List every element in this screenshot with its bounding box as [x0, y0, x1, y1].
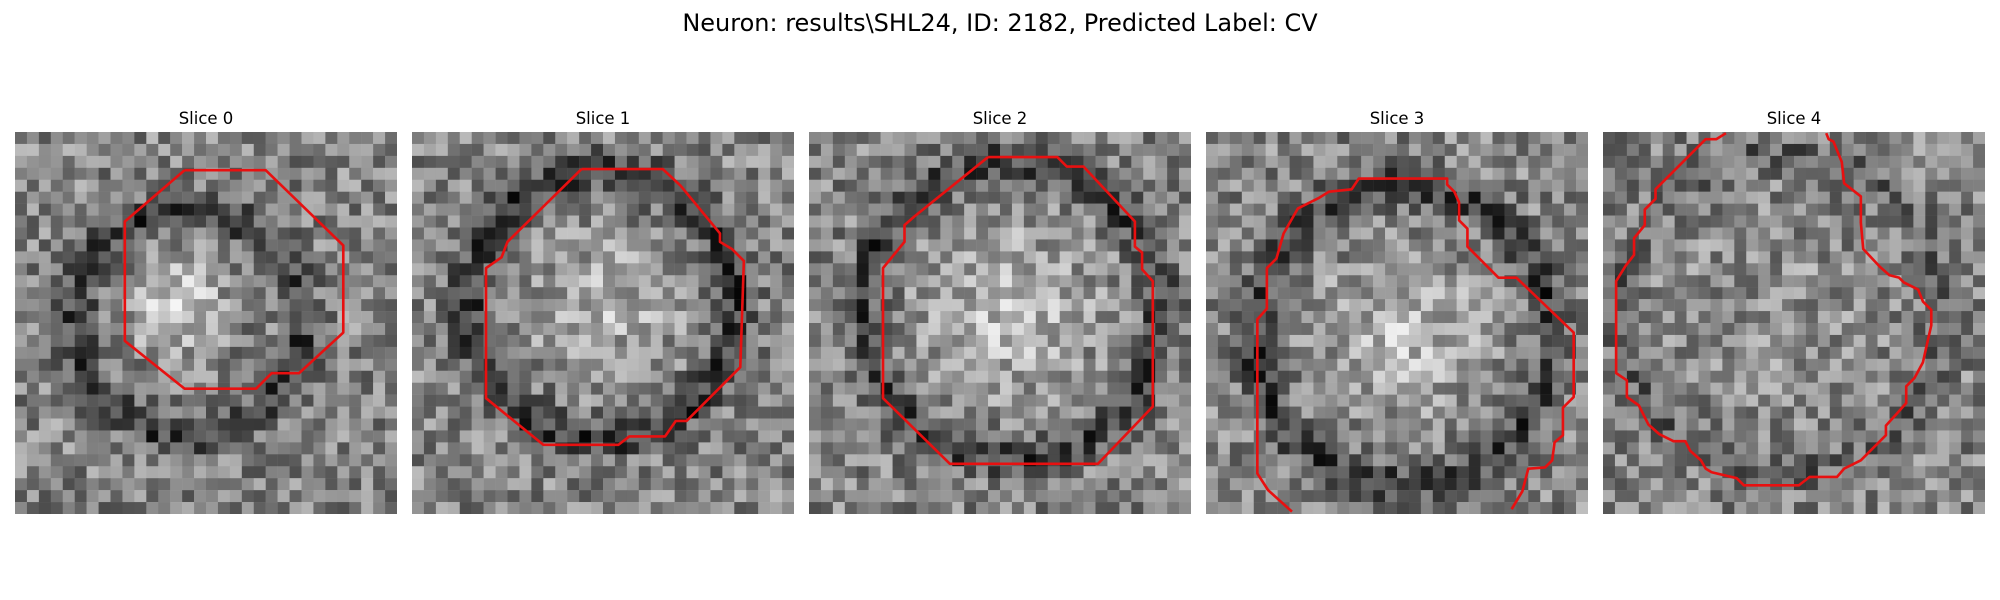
- slice-image: [15, 132, 397, 514]
- slice-title: Slice 2: [972, 109, 1028, 128]
- segmentation-contour: [1614, 132, 1933, 487]
- segmentation-contour: [881, 155, 1155, 466]
- segmentation-contour: [123, 168, 345, 390]
- figure-title: Neuron: results\SHL24, ID: 2182, Predict…: [682, 9, 1318, 37]
- segmentation-contour: [484, 167, 746, 447]
- slice-panel-0: Slice 0: [15, 108, 397, 514]
- slice-panel-3: Slice 3: [1206, 108, 1588, 514]
- slice-panel-2: Slice 2: [809, 108, 1191, 514]
- slice-title: Slice 3: [1369, 109, 1425, 128]
- slice-title: Slice 4: [1766, 109, 1822, 128]
- slice-title: Slice 0: [178, 109, 234, 128]
- slice-panel-4: Slice 4: [1603, 108, 1985, 514]
- slice-image: [412, 132, 794, 514]
- slice-image: [1603, 132, 1985, 514]
- slice-panel-1: Slice 1: [412, 108, 794, 514]
- slice-image: [1206, 132, 1588, 514]
- slice-title: Slice 1: [575, 109, 631, 128]
- slice-image: [809, 132, 1191, 514]
- segmentation-contour: [1256, 177, 1575, 513]
